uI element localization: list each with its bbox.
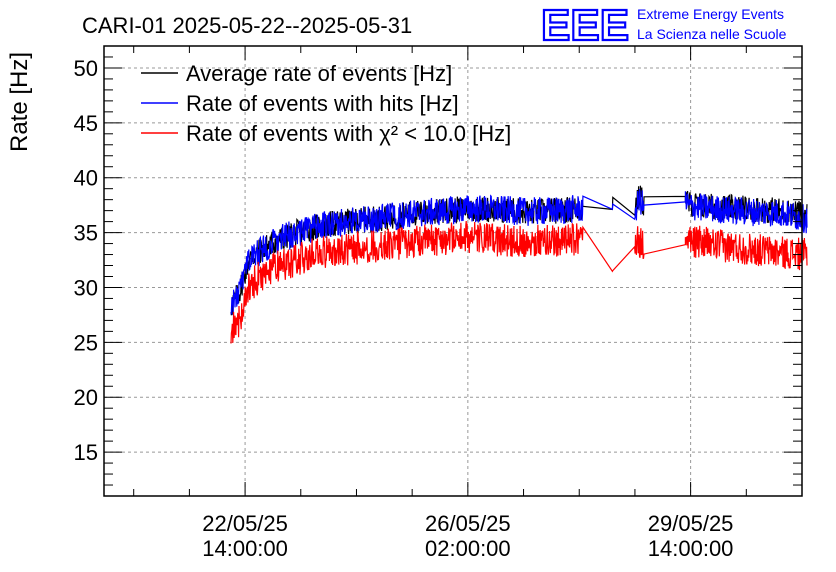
y-tick-label: 25 [74, 330, 98, 355]
y-tick-label: 50 [74, 56, 98, 81]
x-tick-time: 14:00:00 [202, 536, 288, 561]
legend: Average rate of events [Hz] Rate of even… [141, 61, 511, 146]
legend-label-chi2: Rate of events with χ² < 10.0 [Hz] [186, 121, 511, 146]
y-tick-label: 15 [74, 440, 98, 465]
y-axis-label: Rate [Hz] [6, 52, 33, 152]
y-tick-label: 20 [74, 385, 98, 410]
series-hits-rate [230, 189, 808, 316]
plot-frame [103, 45, 803, 497]
axes: 152025303540455022/05/2514:00:0026/05/25… [74, 45, 803, 561]
y-tick-label: 40 [74, 166, 98, 191]
x-tick-date: 22/05/25 [202, 511, 288, 536]
x-tick-date: 29/05/25 [648, 511, 734, 536]
chart-title: CARI-01 2025-05-22--2025-05-31 [82, 13, 412, 38]
y-tick-label: 35 [74, 221, 98, 246]
y-tick-label: 30 [74, 275, 98, 300]
legend-label-hits: Rate of events with hits [Hz] [186, 91, 459, 116]
logo-line-1: Extreme Energy Events [637, 6, 784, 22]
eee-logo-mark: EEE [541, 1, 629, 50]
x-tick-time: 14:00:00 [648, 536, 734, 561]
x-tick-time: 02:00:00 [425, 536, 511, 561]
legend-label-average: Average rate of events [Hz] [186, 61, 452, 86]
logo-line-2: La Scienza nelle Scuole [637, 26, 787, 42]
series-group [230, 185, 808, 344]
x-tick-date: 26/05/25 [425, 511, 511, 536]
series-chi2-rate [230, 220, 808, 344]
y-tick-label: 45 [74, 111, 98, 136]
